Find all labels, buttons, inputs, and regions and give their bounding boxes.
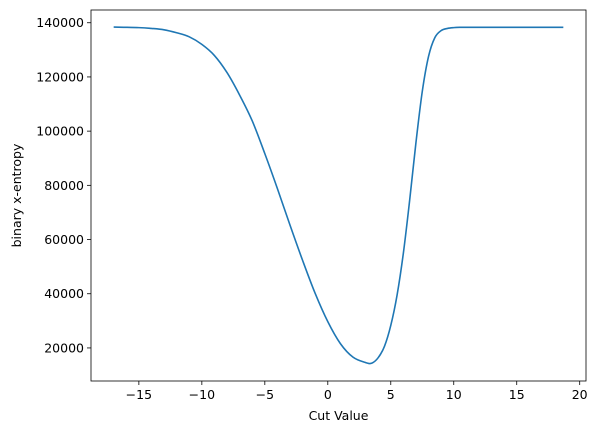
y-tick-label: 40000 — [44, 286, 84, 301]
x-tick-label: 10 — [446, 387, 462, 402]
y-tick-label: 60000 — [44, 232, 84, 247]
x-tick-label: −10 — [189, 387, 215, 402]
y-tick-label: 140000 — [36, 15, 84, 30]
y-tick-label: 100000 — [36, 124, 84, 139]
y-tick-label: 80000 — [44, 178, 84, 193]
axes-frame — [90, 9, 587, 382]
plot-layer — [113, 26, 564, 365]
x-axis-label: Cut Value — [309, 408, 369, 423]
y-axis-label: binary x-entropy — [9, 143, 24, 247]
x-tick-label: −5 — [256, 387, 274, 402]
x-tick-label: 15 — [509, 387, 525, 402]
y-tick-label: 20000 — [44, 340, 84, 355]
x-tick-label: 0 — [324, 387, 332, 402]
x-tick-label: −15 — [126, 387, 152, 402]
x-tick-label: 5 — [387, 387, 395, 402]
y-tick-label: 120000 — [36, 69, 84, 84]
x-tick-label: 20 — [572, 387, 588, 402]
ticks-layer: −15 −10 −5 0 5 10 15 20 20000 40000 60000 80000 1000… — [36, 15, 587, 402]
series-line — [113, 26, 564, 365]
